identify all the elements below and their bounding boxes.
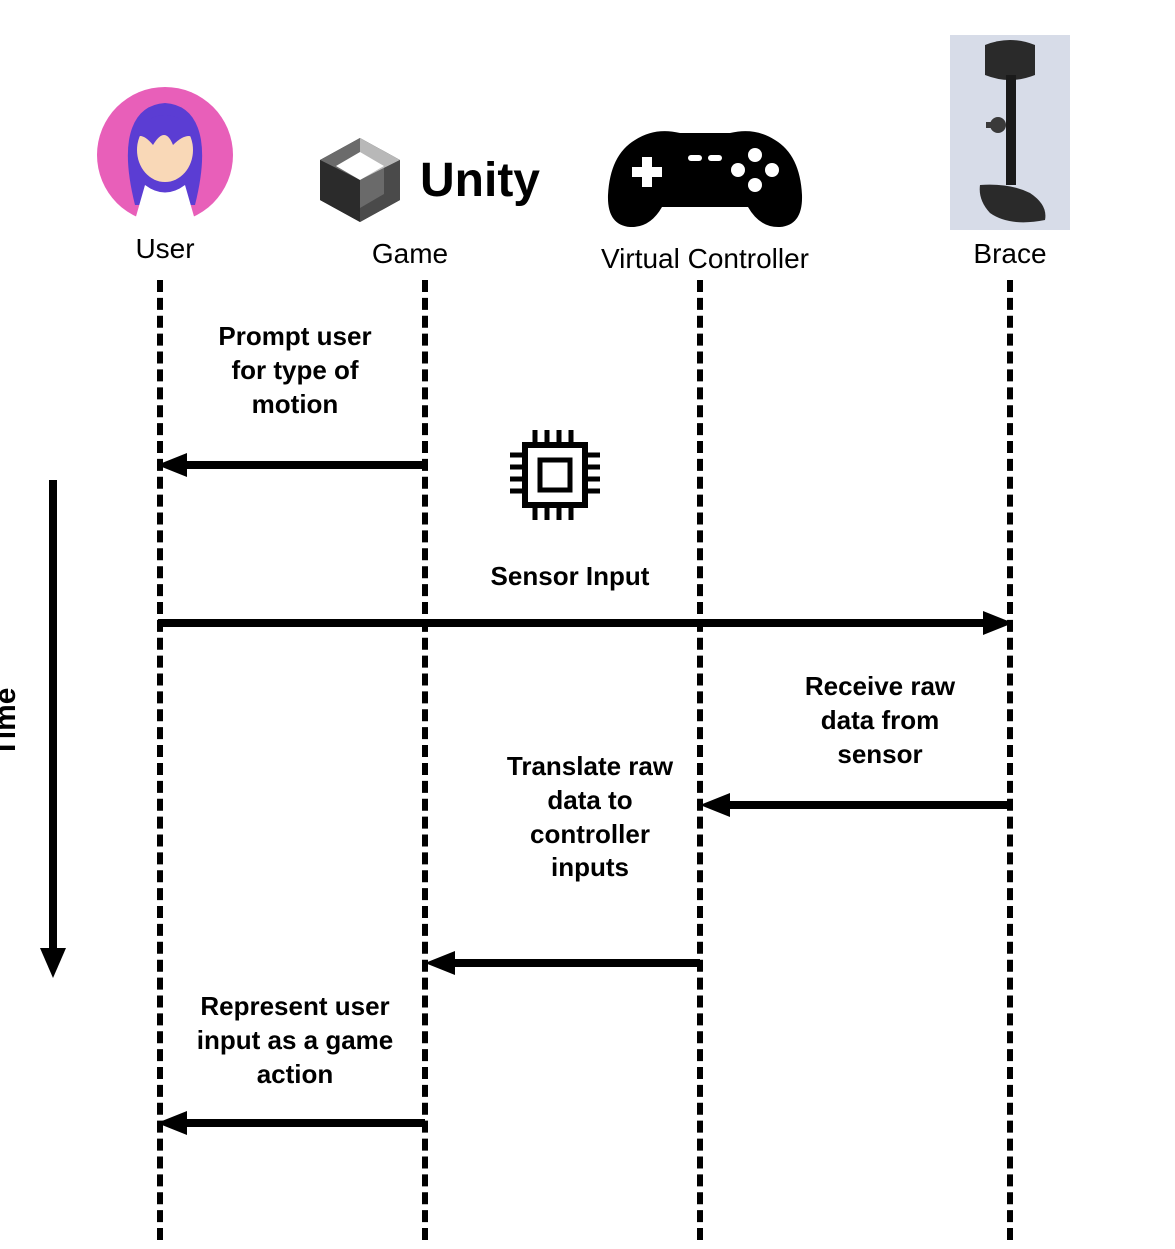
gamepad-icon	[600, 115, 810, 235]
brace-icon	[950, 35, 1070, 230]
time-axis-arrow	[38, 480, 68, 980]
msg-prompt-label: Prompt userfor type ofmotion	[185, 320, 405, 421]
actor-controller: Virtual Controller	[590, 115, 820, 275]
actor-user: User	[90, 85, 240, 265]
lifeline-user	[157, 280, 163, 1240]
user-avatar-icon	[95, 85, 235, 225]
actor-game: Unity Game	[290, 130, 560, 270]
actor-user-label: User	[135, 233, 194, 265]
msg-receive-arrow	[698, 790, 1016, 820]
time-axis-label: Time	[0, 688, 23, 757]
actor-controller-label: Virtual Controller	[601, 243, 809, 275]
lifeline-brace	[1007, 280, 1013, 1240]
msg-receive-label: Receive rawdata fromsensor	[775, 670, 985, 771]
msg-prompt-arrow	[155, 450, 430, 480]
msg-sensor-label: Sensor Input	[460, 560, 680, 594]
unity-logo-icon	[310, 130, 410, 230]
actor-game-label: Game	[372, 238, 448, 270]
msg-translate-label: Translate rawdata tocontrollerinputs	[480, 750, 700, 885]
sequence-diagram: User Unity Game	[0, 0, 1175, 1249]
sensor-chip-icon	[500, 420, 610, 530]
msg-represent-label: Represent userinput as a gameaction	[170, 990, 420, 1091]
lifeline-game	[422, 280, 428, 1240]
msg-translate-arrow	[423, 948, 705, 978]
msg-sensor-arrow	[158, 608, 1018, 638]
actor-brace: Brace	[945, 35, 1075, 270]
unity-text: Unity	[420, 153, 540, 208]
actor-brace-label: Brace	[973, 238, 1046, 270]
msg-represent-arrow	[155, 1108, 430, 1138]
